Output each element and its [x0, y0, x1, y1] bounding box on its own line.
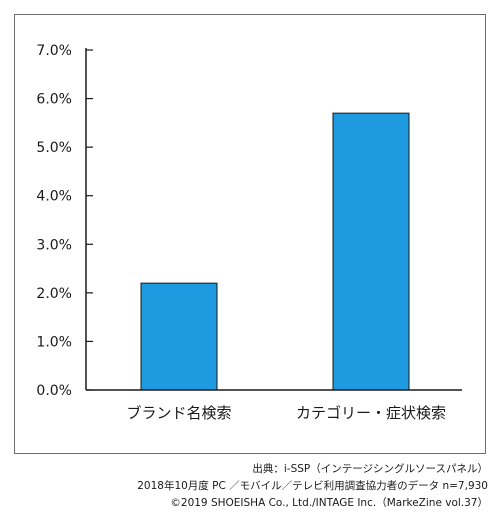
y-tick-label: 3.0%: [36, 237, 72, 253]
caption-copyright: ©2019 SHOEISHA Co., Ltd./INTAGE Inc.（Mar…: [170, 497, 488, 509]
caption-survey: 2018年10月度 PC ／モバイル／テレビ利用調査協力者のデータ n=7,93…: [137, 480, 488, 492]
bar: [332, 112, 410, 391]
bar: [140, 282, 218, 391]
y-tick-label: 1.0%: [36, 334, 72, 350]
caption-source: 出典：i-SSP（インテージシングルソースパネル）: [252, 463, 488, 475]
y-tick-label: 7.0%: [36, 43, 72, 59]
y-tick-label: 0.0%: [36, 383, 72, 399]
y-tick-label: 4.0%: [36, 189, 72, 205]
y-tick-label: 2.0%: [36, 286, 72, 302]
axes: [85, 48, 462, 391]
source-caption: 出典：i-SSP（インテージシングルソースパネル） 2018年10月度 PC ／…: [137, 461, 488, 512]
y-tick-label: 5.0%: [36, 140, 72, 156]
x-axis-labels: ブランド名検索 カテゴリー・症状検索: [126, 404, 446, 422]
x-category-label: カテゴリー・症状検索: [296, 404, 446, 422]
chart-frame: [14, 14, 486, 454]
x-category-label: ブランド名検索: [126, 404, 231, 422]
bars: [140, 112, 410, 391]
y-tick-label: 6.0%: [36, 92, 72, 108]
y-axis-ticks: 0.0% 1.0% 2.0% 3.0% 4.0% 5.0% 6.0% 7.0%: [36, 43, 93, 399]
